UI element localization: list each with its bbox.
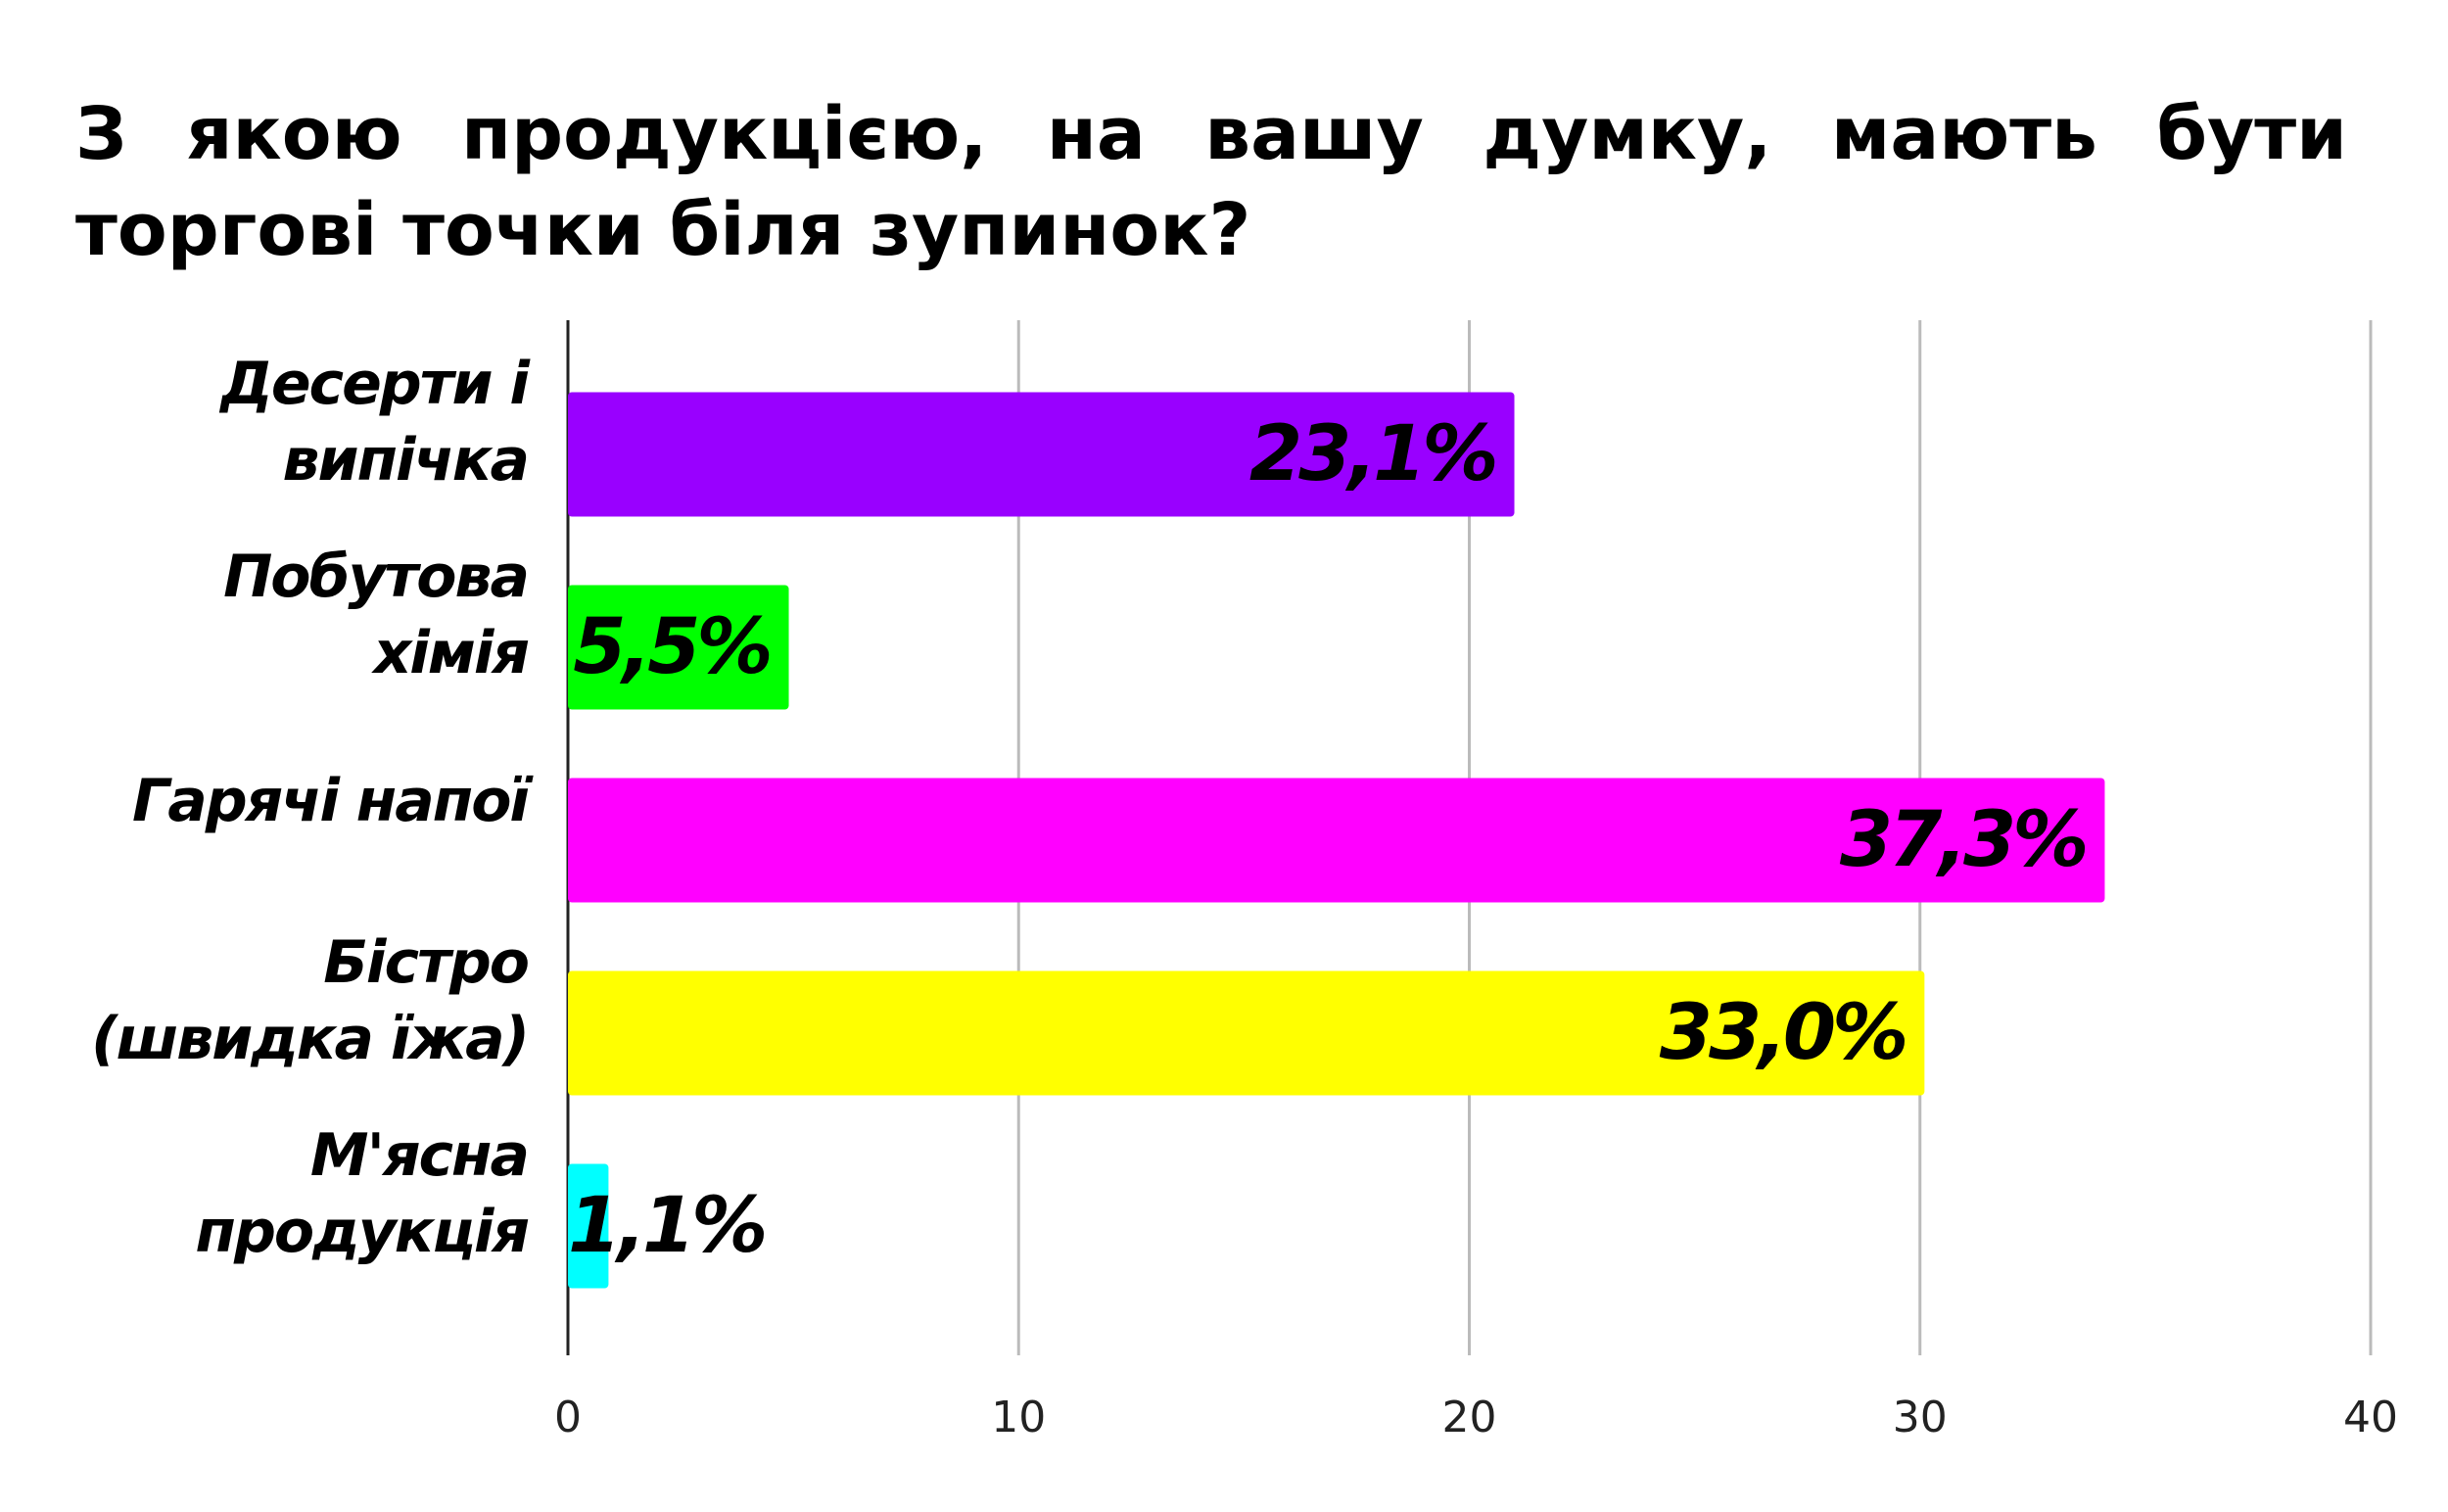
bar — [568, 585, 789, 710]
x-tick-label: 0 — [554, 1393, 582, 1442]
x-tick-label: 20 — [1442, 1393, 1497, 1442]
value-label: 23,1% — [1249, 410, 1495, 498]
x-tick-label: 30 — [1893, 1393, 1948, 1442]
bar — [568, 1163, 609, 1289]
category-label: Десерти і випічка — [218, 350, 531, 495]
category-label: М'ясна продукція — [177, 1121, 529, 1266]
value-label: 5,5% — [573, 603, 769, 691]
x-tick-label: 10 — [991, 1393, 1046, 1442]
bar — [568, 778, 2105, 903]
category-label: Бістро (швидка їжа) — [72, 928, 529, 1073]
value-label: 33,0% — [1660, 989, 1906, 1077]
bar — [568, 392, 1515, 517]
x-tick-label: 40 — [2343, 1393, 2398, 1442]
value-label: 37,3% — [1840, 796, 2086, 884]
chart-title: З якою продукцією, на вашу думку, мають … — [75, 92, 2347, 272]
value-label: 1,1% — [568, 1182, 764, 1270]
category-label: Гарячі напої — [132, 767, 534, 835]
category-label: Побутова хімія — [223, 543, 528, 687]
bar — [568, 970, 1925, 1096]
